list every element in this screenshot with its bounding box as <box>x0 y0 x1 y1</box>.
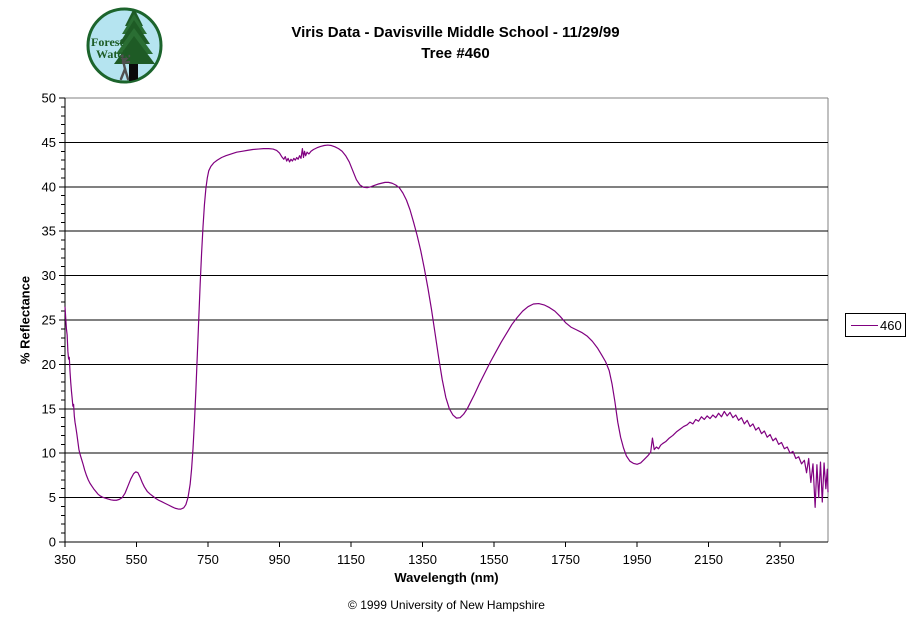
x-tick-label: 950 <box>269 552 291 567</box>
x-tick-label: 1550 <box>480 552 509 567</box>
y-axis-title: % Reflectance <box>17 275 33 365</box>
y-tick-label: 50 <box>42 91 56 106</box>
person-icon <box>119 54 131 81</box>
logo-text-line2: Watch <box>96 47 130 61</box>
x-tick-label: 1350 <box>408 552 437 567</box>
x-tick-label: 2150 <box>694 552 723 567</box>
y-tick-label: 30 <box>42 268 56 283</box>
forest-watch-logo: Forest Watch <box>86 7 163 84</box>
y-tick-label: 25 <box>42 313 56 328</box>
x-tick-label: 2350 <box>766 552 795 567</box>
x-tick-label: 750 <box>197 552 219 567</box>
y-tick-label: 45 <box>42 135 56 150</box>
x-tick-label: 1750 <box>551 552 580 567</box>
legend: 460 <box>845 313 906 337</box>
x-axis-title: Wavelength (nm) <box>394 570 499 585</box>
pine-tree-icon: Forest Watch <box>91 9 155 82</box>
y-tick-label: 15 <box>42 401 56 416</box>
x-tick-label: 1150 <box>337 552 365 567</box>
series-line-460 <box>64 144 829 510</box>
x-tick-label: 550 <box>126 552 148 567</box>
chart-title: Viris Data - Davisville Middle School - … <box>291 24 620 41</box>
y-tick-label: 0 <box>49 535 56 550</box>
y-tick-label: 40 <box>42 179 56 194</box>
legend-label: 460 <box>880 317 902 333</box>
y-tick-label: 10 <box>42 446 56 461</box>
y-tick-label: 20 <box>42 357 56 372</box>
chart-subtitle: Tree #460 <box>421 45 490 62</box>
logo-text-line1: Forest <box>91 35 123 49</box>
copyright: © 1999 University of New Hampshire <box>348 598 545 612</box>
chart-title-block: Viris Data - Davisville Middle School - … <box>0 22 911 64</box>
y-tick-label: 5 <box>49 490 56 505</box>
x-tick-label: 1950 <box>623 552 652 567</box>
x-tick-label: 350 <box>54 552 76 567</box>
legend-line-swatch <box>851 324 878 326</box>
y-tick-label: 35 <box>42 224 56 239</box>
